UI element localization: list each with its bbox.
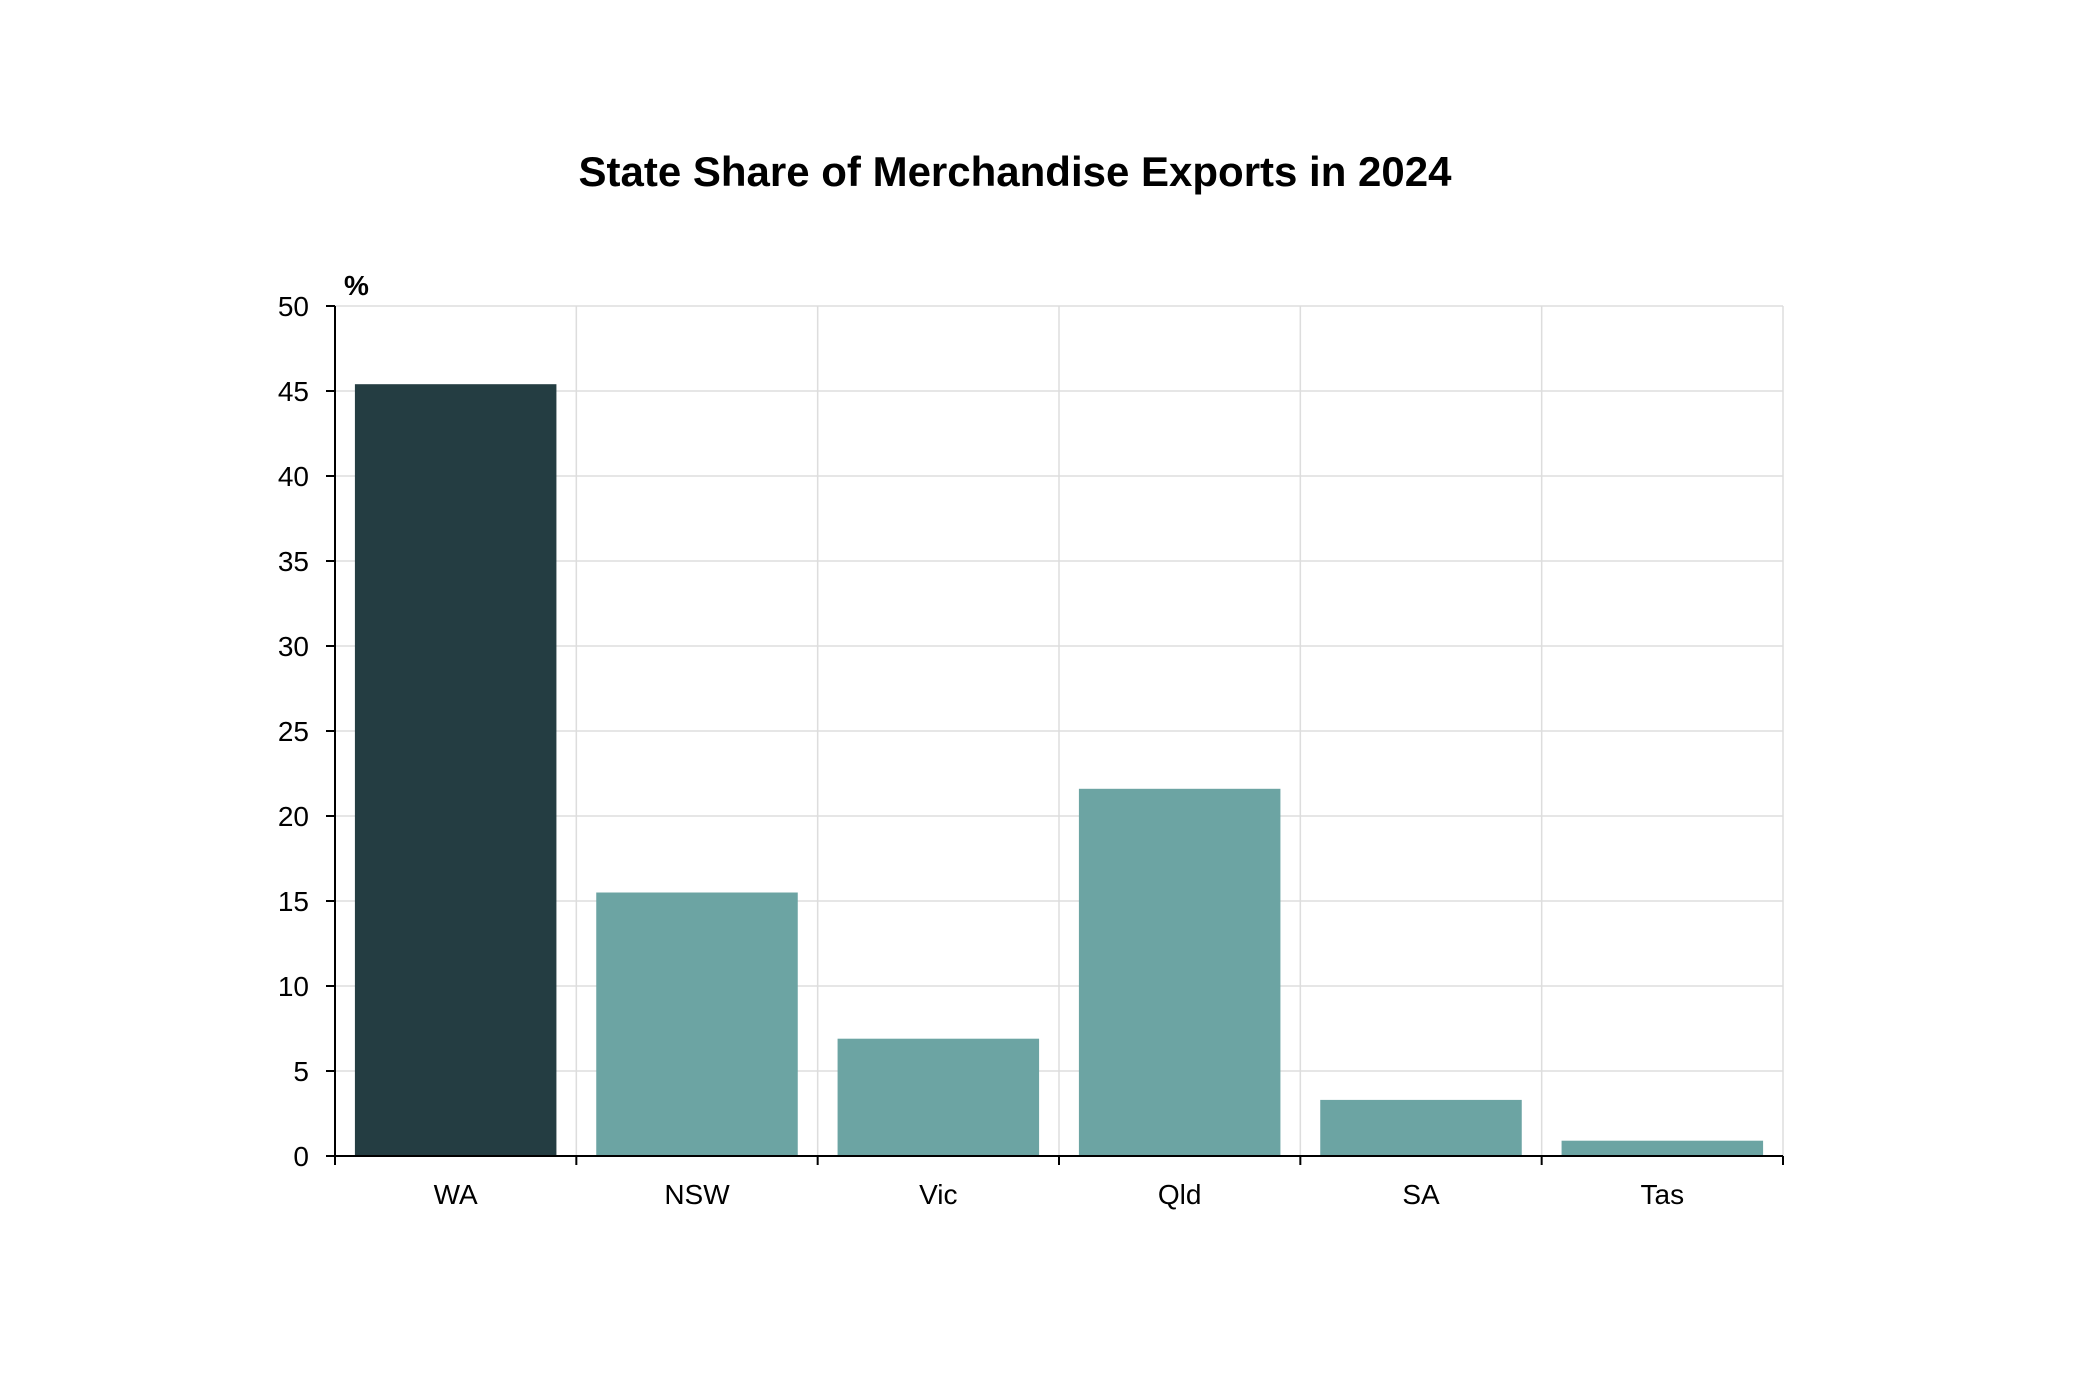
y-tick-label: 10 — [278, 971, 309, 1002]
y-tick-label: 50 — [278, 291, 309, 322]
x-tick-label: WA — [434, 1179, 478, 1210]
grid — [335, 305, 1784, 1156]
y-tick-label: 5 — [293, 1056, 309, 1087]
bar-wa — [354, 384, 557, 1156]
y-tick-label: 20 — [278, 801, 309, 832]
bar-qld — [1078, 788, 1281, 1156]
y-tick-label: 40 — [278, 461, 309, 492]
bar-sa — [1320, 1099, 1522, 1156]
axes — [326, 305, 1784, 1165]
y-tick-label: 15 — [278, 886, 309, 917]
y-tick-label: 0 — [293, 1141, 309, 1172]
y-tick-label: 25 — [278, 716, 309, 747]
y-tick-label: 30 — [278, 631, 309, 662]
y-tick-label: 45 — [278, 376, 309, 407]
bar-tas — [1561, 1140, 1764, 1156]
bars — [354, 384, 1764, 1156]
bar-nsw — [596, 892, 798, 1156]
chart-title: State Share of Merchandise Exports in 20… — [579, 148, 1453, 195]
y-axis-unit-label: % — [344, 270, 369, 301]
tick-labels: 0 5 10 15 20 25 30 35 40 45 50 WA NSW Vic Qld SA Tas — [278, 291, 1684, 1210]
y-tick-label: 35 — [278, 546, 309, 577]
x-tick-label: Vic — [919, 1179, 957, 1210]
x-tick-label: NSW — [664, 1179, 730, 1210]
bar-vic — [837, 1038, 1040, 1156]
x-tick-label: SA — [1402, 1179, 1440, 1210]
x-tick-label: Qld — [1158, 1179, 1202, 1210]
x-tick-label: Tas — [1641, 1179, 1685, 1210]
